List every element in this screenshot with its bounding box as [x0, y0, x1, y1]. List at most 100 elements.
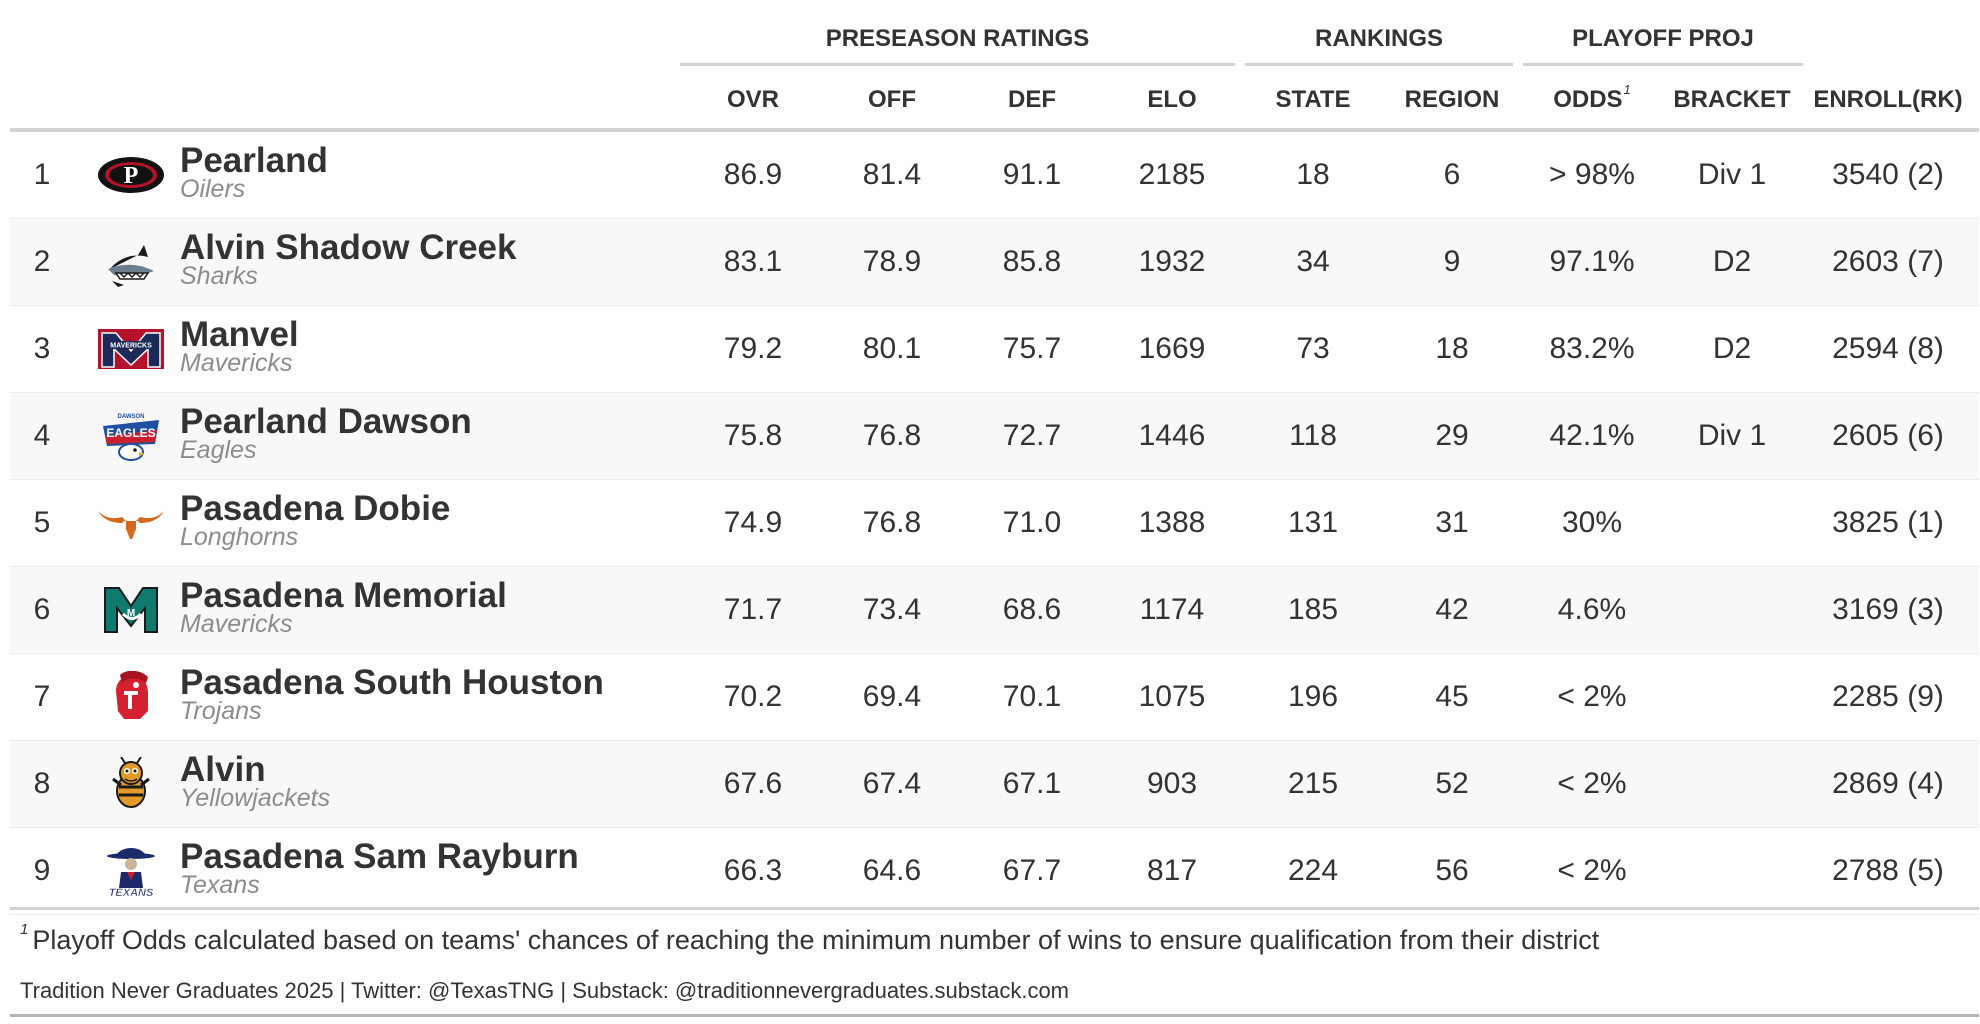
cell-bracket: [1665, 480, 1799, 566]
cell-bracket: [1665, 741, 1799, 827]
cell-bracket: D2: [1712, 332, 1752, 365]
table-body: 1 P Pearland Oilers 86.9 81.4 91.1 2185 18 6 > 98%…: [10, 132, 1979, 915]
team-name: Pasadena South Houston: [180, 663, 604, 702]
col-head-elo[interactable]: ELO: [1147, 86, 1197, 113]
table-row[interactable]: 5 Pasadena Dobie Longhorns 74.9 76.8 71.0 1388…: [10, 480, 1979, 567]
team-mascot: Mavericks: [180, 610, 293, 638]
cell-team: Pasadena Sam Rayburn Texans: [180, 837, 680, 899]
cell-rank: 8: [33, 767, 51, 800]
table-row[interactable]: 3 MAVERICKS Manvel Mavericks 79.2 80.1 75.7 166…: [10, 306, 1979, 393]
cell-def: 67.1: [1002, 767, 1062, 800]
source-note: Tradition Never Graduates 2025 | Twitter…: [20, 978, 1070, 1003]
team-name: Alvin Shadow Creek: [180, 228, 517, 267]
cell-elo: 817: [1146, 854, 1198, 887]
cell-state: 215: [1287, 767, 1339, 800]
cell-rank: 7: [33, 680, 51, 713]
col-head-region[interactable]: REGION: [1404, 86, 1500, 113]
col-head-off[interactable]: OFF: [868, 86, 916, 113]
shark-logo: [88, 234, 174, 290]
table-row[interactable]: 6 M Pasadena Memorial Mavericks 71.7 73.4 68.6…: [10, 567, 1979, 654]
cell-odds: > 98%: [1549, 158, 1635, 191]
cell-state: 18: [1296, 158, 1330, 191]
team-name: Pasadena Sam Rayburn: [180, 837, 579, 876]
col-head-state[interactable]: STATE: [1275, 86, 1351, 113]
team-mascot: Longhorns: [180, 523, 299, 551]
cell-elo: 1388: [1138, 506, 1206, 539]
cell-def: 91.1: [1002, 158, 1062, 191]
header-rule: [10, 128, 1979, 132]
svg-text:DAWSON: DAWSON: [118, 414, 145, 420]
cell-odds: 4.6%: [1557, 593, 1627, 626]
team-name: Pearland Dawson: [180, 402, 472, 441]
trojan-helmet-logo: [88, 669, 174, 725]
cell-region: 56: [1435, 854, 1469, 887]
svg-text:EAGLES: EAGLES: [106, 426, 155, 440]
cell-odds: 97.1%: [1549, 245, 1635, 278]
cell-def: 71.0: [1002, 506, 1062, 539]
cell-def: 70.1: [1002, 680, 1062, 713]
cell-elo: 1932: [1138, 245, 1206, 278]
cell-ovr: 75.8: [723, 419, 783, 452]
col-head-enroll[interactable]: ENROLL(RK): [1813, 86, 1963, 113]
cell-rank: 4: [33, 419, 51, 452]
cell-rank: 5: [33, 506, 51, 539]
col-head-ovr[interactable]: OVR: [726, 86, 779, 113]
cell-team: Pearland Dawson Eagles: [180, 402, 680, 464]
cell-elo: 1669: [1138, 332, 1206, 365]
spanner-playoff-proj: PLAYOFF PROJ: [1523, 22, 1803, 66]
cell-def: 67.7: [1002, 854, 1062, 887]
cell-team: Alvin Shadow Creek Sharks: [180, 228, 680, 290]
cell-enroll: 2788 (5): [1832, 854, 1944, 887]
spanner-playoff-label: PLAYOFF PROJ: [1572, 25, 1754, 52]
cell-def: 75.7: [1002, 332, 1062, 365]
cell-ovr: 86.9: [723, 158, 783, 191]
table-row[interactable]: 7 Pasadena South Houston Trojans 70.2 69.4 70…: [10, 654, 1979, 741]
cell-elo: 1075: [1138, 680, 1206, 713]
col-head-odds-label: ODDS: [1553, 86, 1623, 113]
cell-ovr: 70.2: [723, 680, 783, 713]
texans-logo: TEXANS: [88, 843, 174, 899]
cell-state: 73: [1296, 332, 1330, 365]
footnote-marker: 1: [20, 921, 29, 938]
table-row[interactable]: 9 TEXANS Pasadena Sam Rayburn Texans 66.3 64.…: [10, 828, 1979, 915]
cell-rank: 6: [33, 593, 51, 626]
cell-bracket: Div 1: [1697, 419, 1767, 452]
team-mascot: Trojans: [180, 697, 262, 725]
pearland-oilers-logo: P: [88, 147, 174, 203]
col-head-bracket[interactable]: BRACKET: [1673, 86, 1791, 113]
yellowjacket-logo: [88, 756, 174, 812]
cell-region: 45: [1435, 680, 1469, 713]
spanner-rankings-label: RANKINGS: [1314, 25, 1443, 52]
cell-team: Pasadena Memorial Mavericks: [180, 577, 680, 638]
cell-ovr: 67.6: [723, 767, 783, 800]
longhorn-logo: [88, 495, 174, 551]
cell-def: 68.6: [1002, 593, 1062, 626]
cell-enroll: 2594 (8): [1832, 332, 1944, 365]
cell-elo: 2185: [1138, 158, 1206, 191]
cell-team: Alvin Yellowjackets: [180, 751, 680, 812]
cell-odds: 83.2%: [1549, 332, 1635, 365]
cell-rank: 1: [33, 158, 51, 191]
cell-region: 31: [1435, 506, 1469, 539]
final-rule: [10, 1014, 1979, 1017]
cell-state: 34: [1296, 245, 1330, 278]
cell-off: 78.9: [862, 245, 922, 278]
spanner-preseason-ratings: PRESEASON RATINGS: [680, 22, 1235, 66]
col-head-odds[interactable]: ODDS1: [1525, 78, 1659, 122]
cell-ovr: 79.2: [723, 332, 783, 365]
footnote: 1 Playoff Odds calculated based on teams'…: [20, 921, 1599, 956]
col-head-def[interactable]: DEF: [1008, 86, 1056, 113]
cell-region: 9: [1443, 245, 1461, 278]
cell-bracket: Div 1: [1697, 158, 1767, 191]
table-row[interactable]: 2 Alvin Shadow Creek Sharks 83.1 78.9 85.8 193…: [10, 219, 1979, 306]
cell-region: 18: [1435, 332, 1469, 365]
spanner-preseason-label: PRESEASON RATINGS: [825, 25, 1090, 52]
spanner-rule: [1245, 63, 1513, 66]
table-row[interactable]: 8 Alvin Yellowjackets 67.6 67.4 67.1 903 215 52 <…: [10, 741, 1979, 828]
cell-rank: 2: [33, 245, 51, 278]
mavericks-m-logo: MAVERICKS: [88, 321, 174, 377]
table-row[interactable]: 1 P Pearland Oilers 86.9 81.4 91.1 2185 18 6 > 98%…: [10, 132, 1979, 219]
cell-elo: 1174: [1139, 593, 1205, 626]
memorial-m-logo: M: [88, 582, 174, 638]
table-row[interactable]: 4 EAGLES DAWSON Pearland Dawson Eagles 75.8 76…: [10, 393, 1979, 480]
